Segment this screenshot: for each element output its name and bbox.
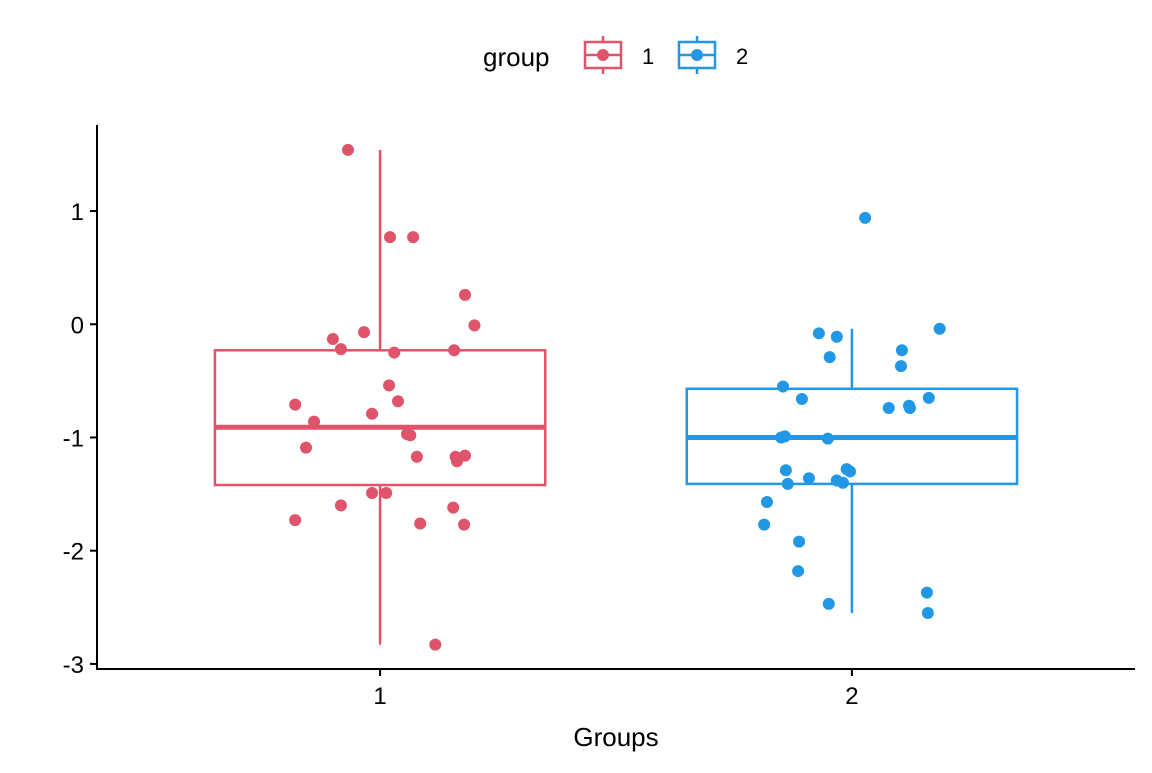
legend: group 1 2 bbox=[483, 36, 748, 74]
data-point-group-2 bbox=[921, 606, 934, 619]
data-point-group-1 bbox=[392, 395, 405, 408]
data-point-group-2 bbox=[844, 465, 857, 478]
data-point-group-1 bbox=[308, 415, 321, 428]
data-point-group-2 bbox=[779, 464, 792, 477]
data-point-group-1 bbox=[383, 379, 396, 392]
data-point-group-2 bbox=[792, 565, 805, 578]
data-point-group-2 bbox=[758, 518, 771, 531]
data-point-group-1 bbox=[429, 638, 442, 651]
legend-title: group bbox=[483, 42, 550, 72]
data-point-group-1 bbox=[342, 143, 355, 156]
data-point-group-2 bbox=[882, 402, 895, 415]
data-point-group-2 bbox=[895, 344, 908, 357]
data-point-group-2 bbox=[894, 360, 907, 373]
data-point-group-2 bbox=[802, 472, 815, 485]
data-point-group-1 bbox=[407, 231, 420, 244]
data-point-group-2 bbox=[922, 391, 935, 404]
data-point-group-2 bbox=[822, 597, 835, 610]
data-point-group-2 bbox=[933, 322, 946, 335]
legend-label: 2 bbox=[736, 44, 748, 69]
x-axis-title: Groups bbox=[573, 722, 658, 752]
data-point-group-1 bbox=[459, 288, 472, 301]
data-point-group-1 bbox=[289, 398, 302, 411]
data-point-group-1 bbox=[334, 343, 347, 356]
data-point-group-2 bbox=[903, 402, 916, 415]
data-point-group-1 bbox=[358, 326, 371, 339]
legend-key-2: 2 bbox=[677, 36, 748, 74]
data-point-group-1 bbox=[388, 346, 401, 359]
data-point-group-1 bbox=[404, 429, 417, 442]
data-point-group-2 bbox=[859, 211, 872, 224]
x-tick-label: 1 bbox=[373, 683, 386, 710]
x-tick-label: 2 bbox=[845, 683, 858, 710]
data-point-group-1 bbox=[334, 499, 347, 512]
data-point-group-2 bbox=[793, 535, 806, 548]
data-point-group-1 bbox=[326, 332, 339, 345]
data-point-group-1 bbox=[366, 486, 379, 499]
data-point-group-1 bbox=[458, 518, 471, 531]
data-point-group-1 bbox=[289, 514, 302, 527]
y-tick-label: -2 bbox=[63, 539, 84, 566]
y-tick-label: -1 bbox=[63, 425, 84, 452]
y-tick-label: -3 bbox=[63, 652, 84, 679]
data-point-group-2 bbox=[836, 476, 849, 489]
legend-point-icon bbox=[597, 49, 609, 61]
data-point-group-1 bbox=[300, 441, 313, 454]
data-point-group-2 bbox=[778, 430, 791, 443]
data-point-group-1 bbox=[383, 231, 396, 244]
data-point-group-1 bbox=[447, 501, 460, 514]
y-tick-label: 1 bbox=[71, 199, 84, 226]
data-point-group-2 bbox=[777, 380, 790, 393]
data-point-group-2 bbox=[920, 586, 933, 599]
legend-label: 1 bbox=[642, 44, 654, 69]
box-group-1 bbox=[213, 149, 547, 645]
y-tick-label: 0 bbox=[71, 312, 84, 339]
data-point-group-1 bbox=[380, 486, 393, 499]
data-point-group-2 bbox=[830, 330, 843, 343]
data-point-group-1 bbox=[448, 344, 461, 357]
data-point-group-2 bbox=[812, 327, 825, 340]
data-point-group-2 bbox=[821, 432, 834, 445]
data-point-group-2 bbox=[781, 477, 794, 490]
legend-key-1: 1 bbox=[583, 36, 654, 74]
data-point-group-2 bbox=[760, 496, 773, 509]
data-point-group-1 bbox=[468, 319, 481, 332]
legend-point-icon bbox=[691, 49, 703, 61]
data-point-group-1 bbox=[459, 449, 472, 462]
data-point-group-1 bbox=[410, 450, 423, 463]
data-point-group-2 bbox=[795, 392, 808, 405]
data-point-group-2 bbox=[823, 351, 836, 364]
data-point-group-1 bbox=[414, 517, 427, 530]
data-point-group-1 bbox=[366, 407, 379, 420]
box-iqr bbox=[213, 349, 547, 487]
